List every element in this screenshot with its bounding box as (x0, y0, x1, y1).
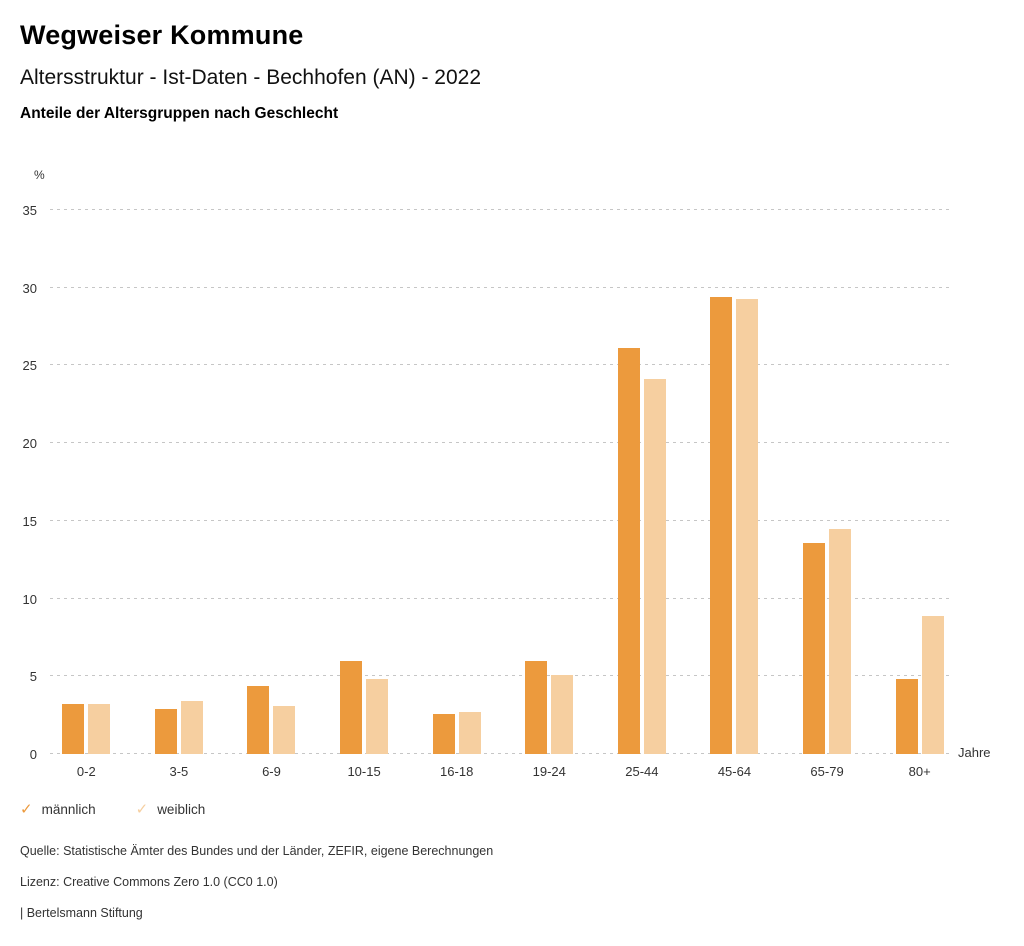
bar-weiblich-16-18[interactable] (458, 712, 481, 754)
bar-maennlich-3-5[interactable] (154, 708, 177, 754)
x-axis-category-label: 19-24 (532, 764, 566, 779)
bar-group-10-15 (318, 210, 411, 754)
x-axis-category-label: 65-79 (810, 764, 844, 779)
bar-weiblich-0-2[interactable] (88, 704, 111, 754)
gridline-20 (50, 442, 950, 444)
bar-weiblich-3-5[interactable] (180, 701, 203, 754)
y-axis-tick-label: 25 (22, 358, 37, 374)
license-text: Lizenz: Creative Commons Zero 1.0 (CC0 1… (20, 875, 278, 889)
bar-weiblich-19-24[interactable] (551, 674, 574, 754)
bar-weiblich-6-9[interactable] (273, 705, 296, 754)
y-axis-tick-label: 15 (22, 513, 37, 529)
page-title: Wegweiser Kommune (20, 20, 304, 50)
y-axis-tick-label: 35 (22, 203, 37, 218)
x-axis-category-label: 80+ (908, 764, 931, 779)
y-axis-unit-label: % (34, 168, 45, 182)
attribution-text: | Bertelsmann Stiftung (20, 906, 143, 920)
bar-maennlich-6-9[interactable] (247, 685, 270, 754)
x-axis: 0-2 3-5 6-9 10-15 16-18 19-24 25-44 45-64 65-79 8… (40, 764, 966, 779)
x-axis-category-label: 3-5 (169, 764, 189, 779)
x-axis-category-label: 16-18 (440, 764, 474, 779)
gridline-35 (50, 209, 950, 210)
x-axis-category-label: 45-64 (717, 764, 752, 779)
bar-maennlich-65-79[interactable] (803, 542, 826, 754)
bar-group-80- (873, 210, 966, 754)
gridline-25 (50, 364, 950, 366)
y-axis-tick-label: 30 (22, 280, 37, 296)
gridline-15 (50, 519, 950, 521)
gridline-5 (50, 675, 950, 677)
bar-maennlich-19-24[interactable] (525, 660, 548, 754)
x-axis-category-label: 10-15 (347, 764, 381, 779)
x-axis-category-label: 6-9 (262, 764, 281, 779)
bar-weiblich-45-64[interactable] (736, 298, 759, 754)
x-axis-unit-label: Jahre (958, 745, 991, 760)
bar-group-65-79 (781, 210, 874, 754)
legend: ✓ männlich ✓ weiblich (20, 802, 205, 817)
y-axis-tick-label: 5 (29, 669, 37, 685)
bar-weiblich-25-44[interactable] (643, 379, 666, 754)
x-axis-category-label: 25-44 (625, 764, 659, 779)
gridline-30 (50, 286, 950, 288)
chart-subsubtitle: Anteile der Altersgruppen nach Geschlech… (20, 105, 339, 122)
legend-item-label: männlich (41, 802, 96, 817)
bar-weiblich-10-15[interactable] (366, 679, 389, 754)
bar-maennlich-80-[interactable] (895, 679, 918, 754)
chart-subtitle: Altersstruktur - Ist-Daten - Bechhofen (… (20, 66, 482, 89)
bar-group-19-24 (503, 210, 596, 754)
y-axis-tick-label: 10 (22, 591, 37, 607)
y-axis-tick-label: 0 (29, 747, 37, 762)
source-text: Quelle: Statistische Ämter des Bundes un… (20, 844, 494, 858)
legend-item-label: weiblich (157, 802, 206, 817)
bar-series-container (40, 210, 966, 754)
gridline-0 (50, 753, 950, 754)
bar-maennlich-10-15[interactable] (340, 660, 363, 754)
bar-maennlich-45-64[interactable] (710, 297, 733, 754)
bar-group-25-44 (596, 210, 689, 754)
legend-item-weiblich[interactable]: ✓ weiblich (136, 802, 206, 817)
check-icon: ✓ (20, 801, 33, 818)
bar-group-6-9 (225, 210, 318, 754)
bar-group-45-64 (688, 210, 781, 754)
plot-area (50, 209, 950, 754)
legend-item-maennlich[interactable]: ✓ männlich (20, 802, 96, 817)
bar-group-0-2 (40, 210, 133, 754)
y-axis: 0 5 10 15 20 25 30 35 (0, 203, 37, 762)
x-axis-category-label: 0-2 (76, 764, 96, 779)
bar-maennlich-16-18[interactable] (432, 713, 455, 754)
gridline-10 (50, 597, 950, 599)
check-icon: ✓ (135, 801, 149, 818)
y-axis-tick-label: 20 (22, 436, 37, 452)
bar-group-3-5 (133, 210, 226, 754)
bar-weiblich-80-[interactable] (921, 615, 944, 754)
bar-maennlich-0-2[interactable] (62, 704, 85, 754)
bar-maennlich-25-44[interactable] (617, 348, 640, 754)
bar-weiblich-65-79[interactable] (829, 528, 852, 754)
bar-group-16-18 (410, 210, 503, 754)
